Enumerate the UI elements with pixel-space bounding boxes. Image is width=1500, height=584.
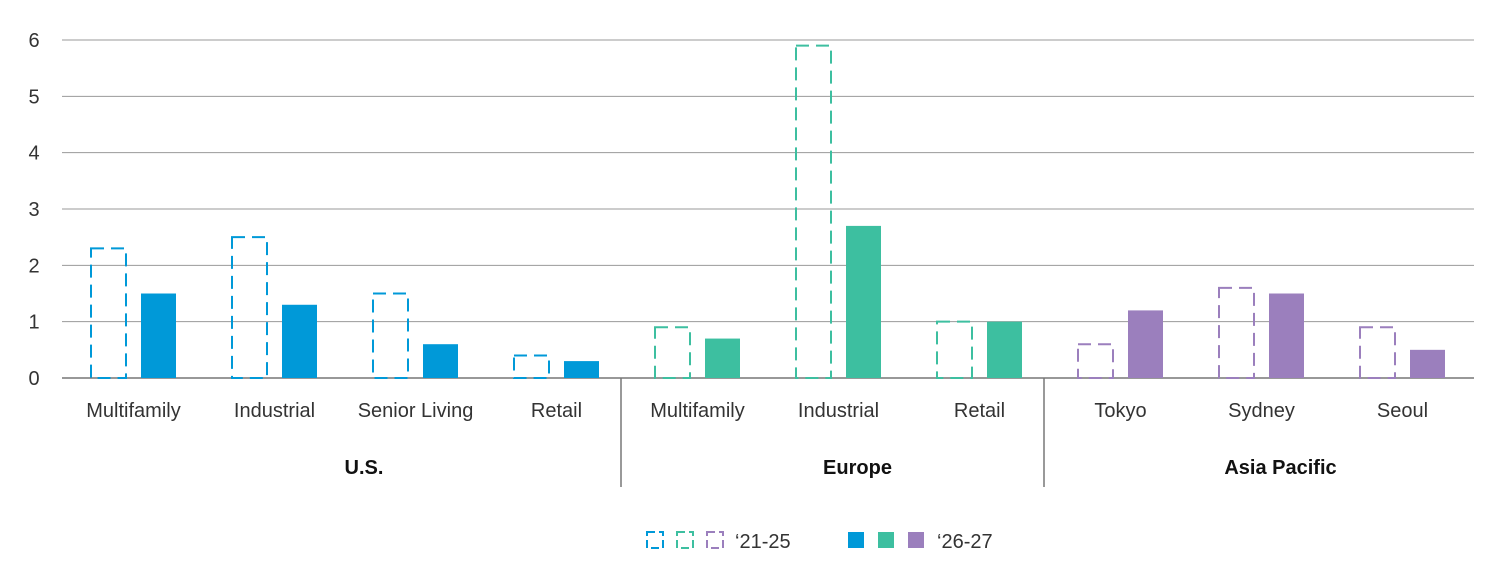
legend-swatch-solid (908, 532, 924, 548)
bar-26-27 (282, 304, 317, 378)
category-label: Industrial (234, 400, 315, 422)
bar-26-27 (423, 344, 458, 378)
bar-26-27 (564, 361, 599, 378)
y-tick-label: 0 (28, 368, 39, 390)
bar-26-27 (846, 225, 881, 378)
bar-21-25 (1077, 343, 1114, 380)
legend-swatch-dashed (676, 531, 694, 549)
category-label: Multifamily (86, 400, 180, 422)
legend-label-26-27: ‘26-27 (937, 531, 993, 553)
bar-21-25 (936, 320, 973, 379)
bar-26-27 (1410, 349, 1445, 378)
bar-26-27 (1128, 310, 1163, 378)
bar-21-25 (372, 292, 409, 379)
category-label: Multifamily (650, 400, 744, 422)
category-labels: Multifamily Industrial Senior Living Retail… (86, 400, 1428, 422)
legend-swatch-dashed (646, 531, 664, 549)
category-label: Seoul (1377, 400, 1428, 422)
legend-swatch-solid (878, 532, 894, 548)
bar-26-27 (141, 293, 176, 378)
category-label: Tokyo (1094, 400, 1146, 422)
legend: ‘21-25 ‘26-27 (646, 531, 993, 553)
category-label: Sydney (1228, 400, 1295, 422)
bar-26-27 (987, 321, 1022, 378)
category-label: Senior Living (358, 400, 474, 422)
category-label: Retail (954, 400, 1005, 422)
y-tick-label: 3 (28, 199, 39, 221)
bar-26-27 (705, 338, 740, 378)
gridlines (62, 39, 1474, 379)
y-tick-label: 2 (28, 255, 39, 277)
y-tick-label: 4 (28, 143, 39, 165)
bar-21-25 (231, 236, 268, 379)
legend-swatch-solid (848, 532, 864, 548)
y-tick-label: 5 (28, 86, 39, 108)
bar-21-25 (90, 247, 127, 379)
y-axis-ticks: 0 1 2 3 4 5 6 (28, 30, 39, 390)
bars (90, 44, 1445, 380)
legend-label-21-25: ‘21-25 (735, 531, 791, 553)
y-tick-label: 6 (28, 30, 39, 52)
region-label: Europe (823, 457, 892, 479)
bar-21-25 (795, 44, 832, 380)
bar-26-27 (1269, 293, 1304, 378)
region-label: Asia Pacific (1224, 457, 1336, 479)
bar-21-25 (513, 354, 550, 380)
bar-21-25 (1359, 326, 1396, 379)
bar-21-25 (654, 326, 691, 379)
category-label: Industrial (798, 400, 879, 422)
category-label: Retail (531, 400, 582, 422)
y-tick-label: 1 (28, 312, 39, 334)
region-label: U.S. (345, 457, 384, 479)
bar-21-25 (1218, 286, 1255, 379)
legend-swatch-dashed (706, 531, 724, 549)
region-labels: U.S. Europe Asia Pacific (345, 378, 1337, 487)
